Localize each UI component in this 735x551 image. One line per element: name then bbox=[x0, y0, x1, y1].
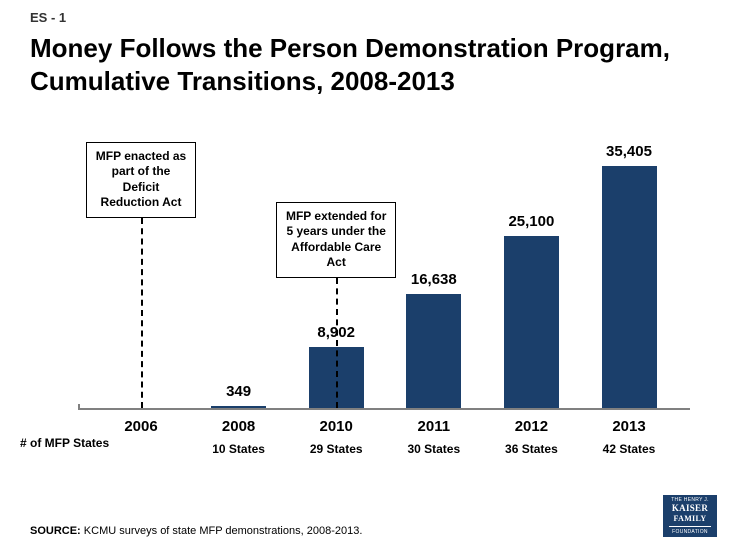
x-tick-sublabel: 36 States bbox=[505, 442, 558, 456]
states-axis-label: # of MFP States bbox=[20, 436, 109, 452]
x-tick-label: 2011 bbox=[418, 418, 451, 435]
logo-line-4: FOUNDATION bbox=[663, 529, 717, 535]
x-axis-labels: 2006 2008 10 States 2010 29 States 2011 30 Sta… bbox=[80, 418, 690, 458]
x-tick-sublabel: 42 States bbox=[603, 442, 656, 456]
source-line: SOURCE: KCMU surveys of state MFP demons… bbox=[30, 525, 362, 537]
y-axis-stub bbox=[78, 404, 80, 410]
bar-value-label: 16,638 bbox=[411, 271, 457, 288]
x-tick-label: 2012 bbox=[515, 418, 548, 435]
kff-logo: THE HENRY J. KAISER FAMILY FOUNDATION bbox=[661, 495, 717, 537]
page-id: ES - 1 bbox=[30, 10, 66, 25]
x-tick-sublabel: 10 States bbox=[212, 442, 265, 456]
chart-area: MFP enacted as part of the Deficit Reduc… bbox=[80, 130, 690, 410]
callout-box: MFP extended for 5 years under the Affor… bbox=[276, 202, 396, 278]
bar: 35,405 bbox=[602, 166, 657, 408]
x-axis bbox=[80, 408, 690, 410]
chart-title: Money Follows the Person Demonstration P… bbox=[30, 32, 705, 97]
logo-line-3: FAMILY bbox=[669, 514, 711, 527]
bar-value-label: 349 bbox=[226, 383, 251, 400]
source-label: SOURCE: bbox=[30, 525, 81, 537]
bar-value-label: 35,405 bbox=[606, 143, 652, 160]
bar: 349 bbox=[211, 406, 266, 408]
x-tick-label: 2010 bbox=[320, 418, 353, 435]
callout-connector bbox=[336, 278, 338, 408]
callout-box: MFP enacted as part of the Deficit Reduc… bbox=[86, 142, 196, 218]
x-tick-label: 2006 bbox=[124, 418, 157, 435]
x-tick-sublabel: 29 States bbox=[310, 442, 363, 456]
callout-connector bbox=[141, 218, 143, 408]
bar-value-label: 25,100 bbox=[508, 213, 554, 230]
x-tick-label: 2008 bbox=[222, 418, 255, 435]
bar: 16,638 bbox=[406, 294, 461, 408]
source-text: KCMU surveys of state MFP demonstrations… bbox=[81, 525, 363, 537]
x-tick-label: 2013 bbox=[612, 418, 645, 435]
x-tick-sublabel: 30 States bbox=[407, 442, 460, 456]
logo-line-2: KAISER bbox=[663, 503, 717, 514]
bar: 25,100 bbox=[504, 236, 559, 408]
